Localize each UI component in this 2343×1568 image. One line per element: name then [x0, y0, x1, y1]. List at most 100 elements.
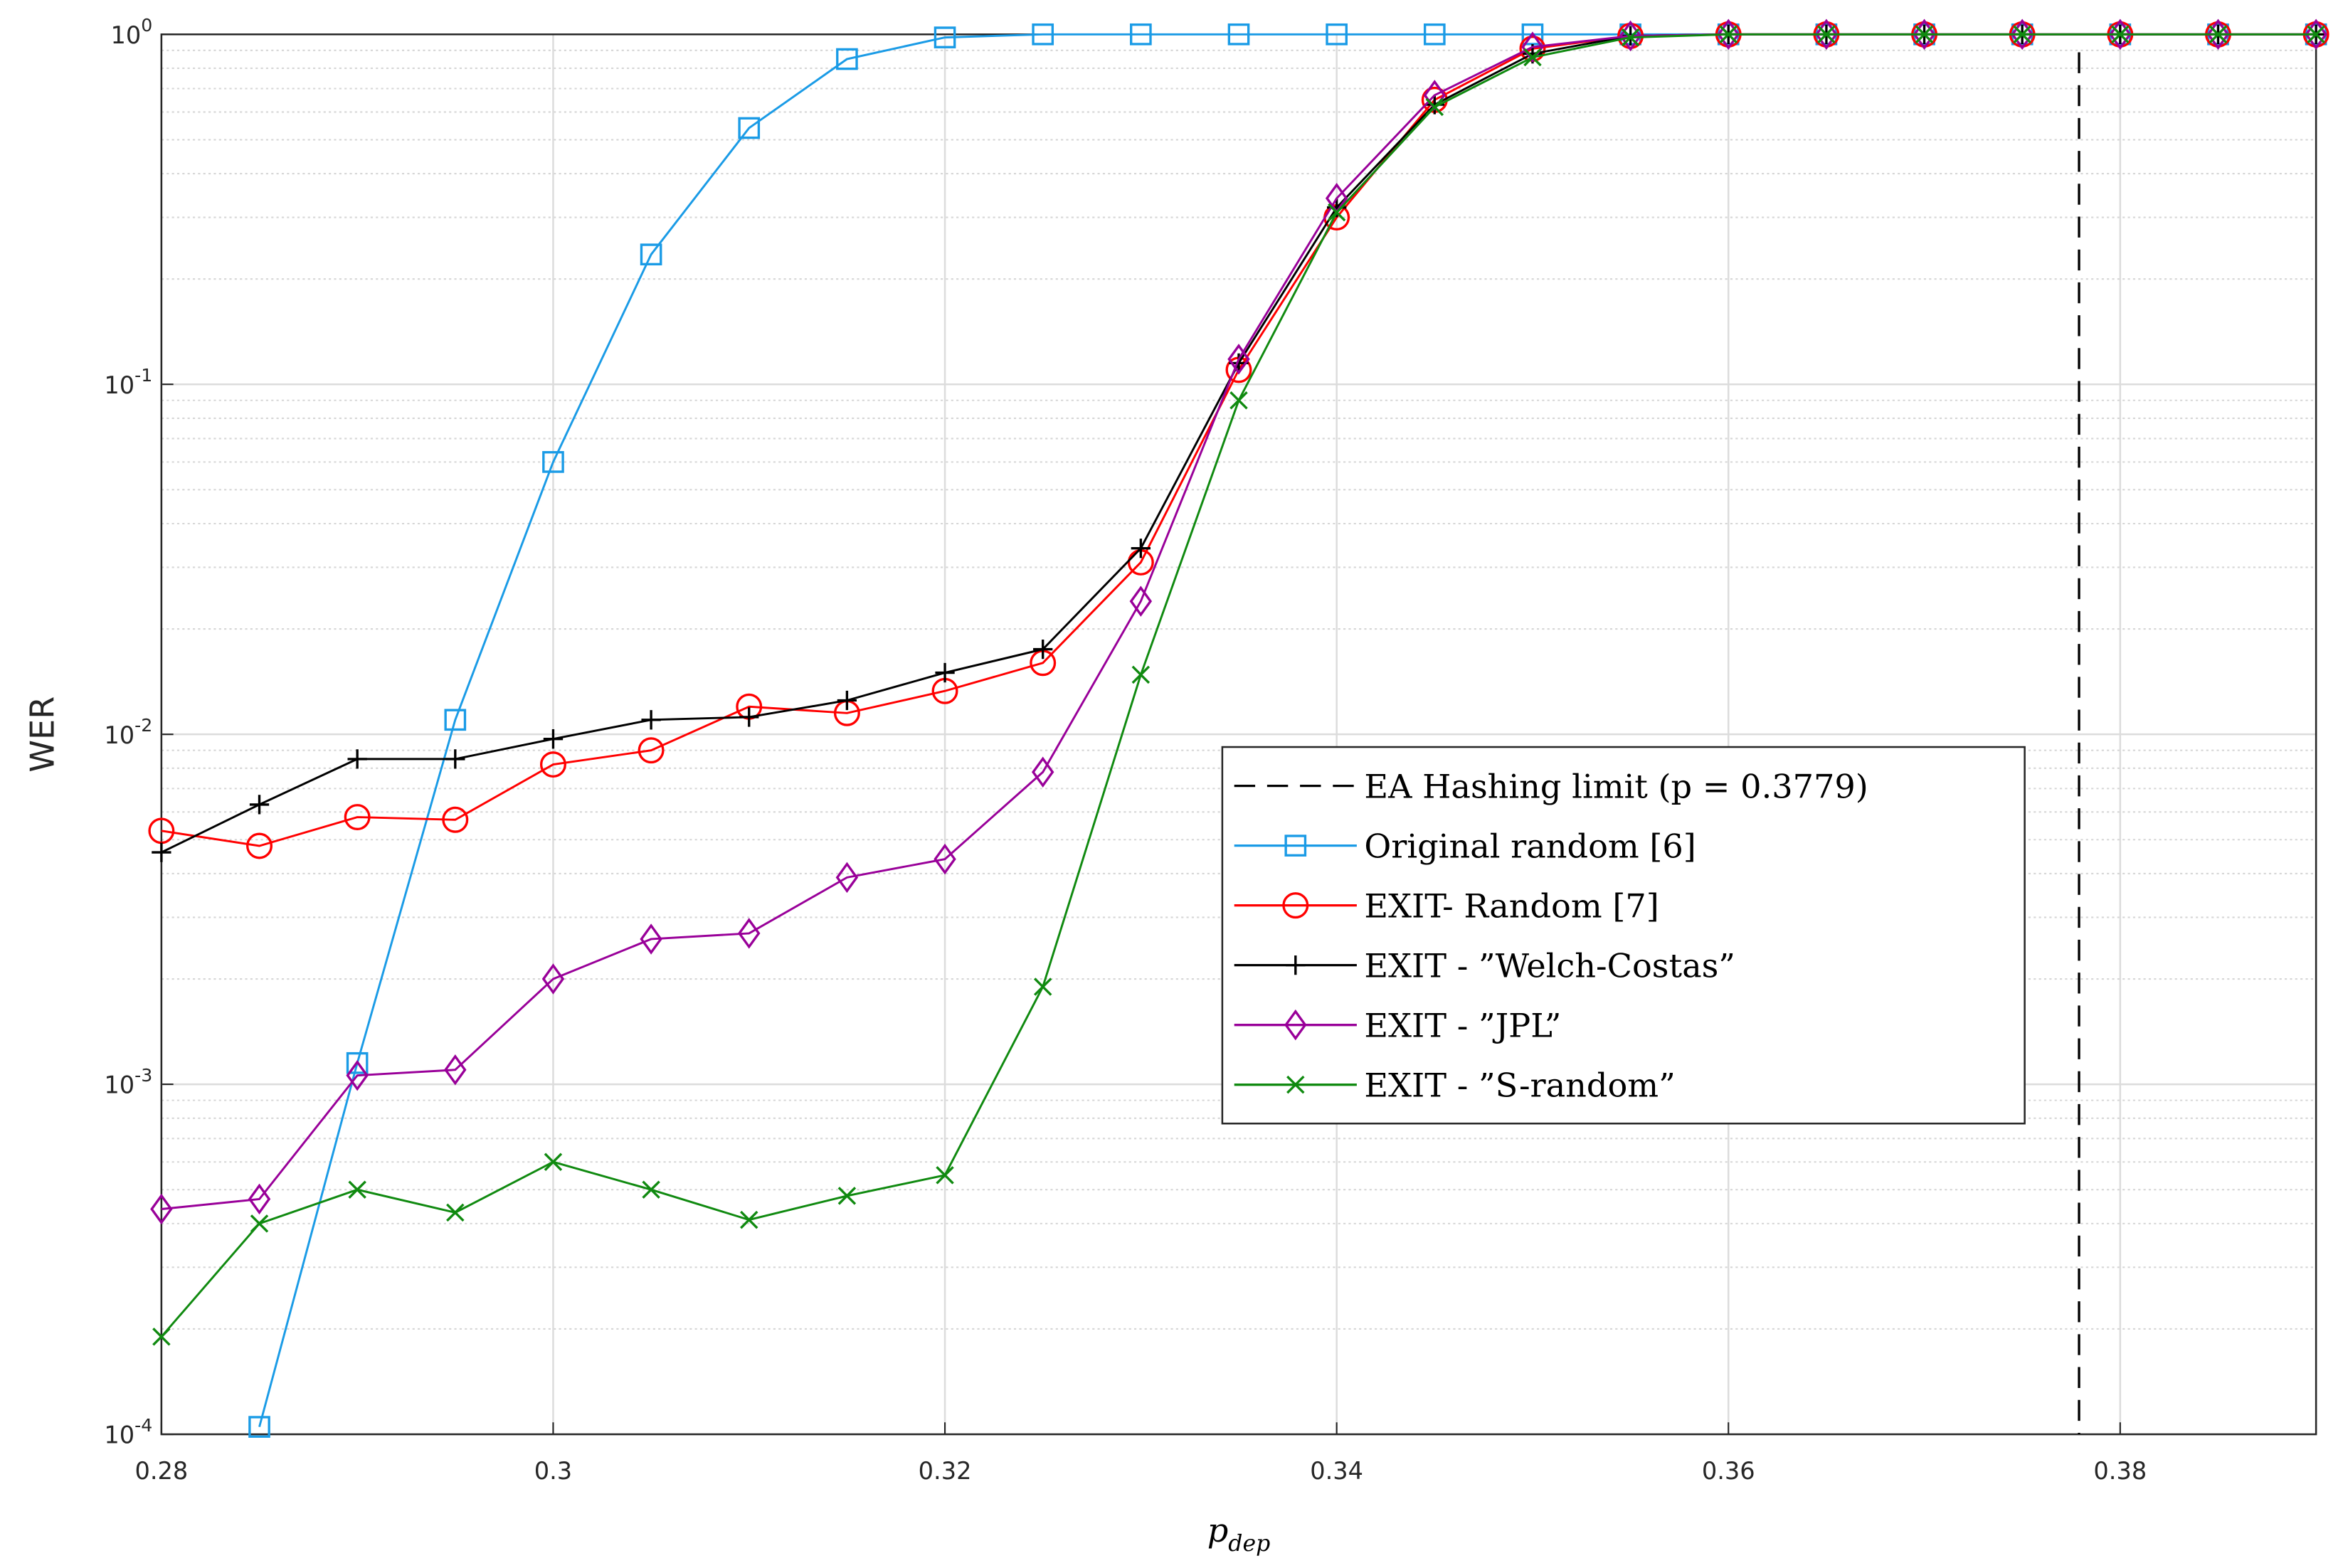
marker	[1523, 48, 1542, 67]
marker	[1033, 978, 1052, 996]
marker	[2013, 25, 2031, 44]
marker	[1286, 955, 1306, 975]
y-tick-exp: -2	[134, 715, 152, 736]
x-tick-label: 0.32	[919, 1457, 972, 1485]
marker	[2307, 25, 2325, 44]
legend-box	[1221, 746, 2026, 1125]
marker	[446, 1203, 465, 1222]
marker	[346, 1051, 369, 1074]
legend-label: EXIT - ”Welch-Costas”	[1364, 946, 1735, 985]
y-tick-label: 10-1	[104, 365, 152, 399]
marker	[250, 1214, 269, 1233]
marker	[2209, 25, 2228, 44]
marker	[442, 806, 469, 833]
marker	[936, 1166, 954, 1185]
x-tick-label: 0.28	[134, 1457, 188, 1485]
x-axis-label: pdep	[1207, 1511, 1271, 1557]
marker	[444, 709, 467, 731]
marker	[1282, 892, 1309, 919]
marker	[1130, 23, 1152, 46]
marker	[444, 1054, 467, 1086]
marker	[1131, 539, 1151, 558]
y-tick-label: 100	[110, 15, 152, 49]
marker	[1425, 97, 1444, 117]
marker	[1815, 18, 1838, 51]
marker	[248, 1183, 271, 1215]
y-tick-base: 10	[104, 721, 134, 749]
marker	[2206, 18, 2230, 51]
x-tick-label: 0.36	[1702, 1457, 1755, 1485]
marker	[344, 804, 371, 831]
y-tick-base: 10	[104, 371, 134, 399]
marker	[934, 26, 956, 48]
x-tick-label: 0.38	[2093, 1457, 2147, 1485]
marker	[1915, 25, 1934, 44]
x-tick-label: 0.34	[1310, 1457, 1363, 1485]
x-tick-label: 0.3	[534, 1457, 572, 1485]
y-tick-label: 10-4	[104, 1415, 152, 1449]
marker	[1719, 25, 1738, 44]
marker	[640, 243, 662, 266]
x-label-sub: dep	[1228, 1531, 1270, 1557]
marker	[738, 117, 761, 139]
marker	[837, 1187, 857, 1205]
marker	[347, 749, 367, 769]
marker	[740, 1210, 758, 1229]
marker	[739, 707, 759, 727]
marker	[2305, 18, 2327, 51]
marker	[542, 451, 564, 473]
legend-label: EXIT - ”JPL”	[1364, 1006, 1561, 1044]
y-tick-base: 10	[104, 1071, 134, 1099]
marker	[1423, 23, 1446, 46]
marker	[1913, 18, 1936, 51]
marker	[2109, 18, 2132, 51]
marker	[346, 1059, 369, 1091]
marker	[543, 729, 564, 749]
marker	[1817, 25, 1836, 44]
marker	[642, 1180, 660, 1199]
marker	[2111, 25, 2130, 44]
marker	[152, 1328, 171, 1346]
y-tick-label: 10-2	[104, 715, 152, 749]
legend-label: EA Hashing limit (p = 0.3779)	[1364, 767, 1868, 805]
y-tick-exp: -3	[134, 1065, 152, 1086]
marker	[1229, 391, 1248, 410]
marker	[445, 749, 465, 769]
marker	[1327, 203, 1346, 222]
y-tick-base: 10	[104, 1421, 134, 1449]
marker	[1227, 344, 1250, 375]
marker	[246, 832, 273, 859]
marker	[738, 918, 761, 949]
marker	[150, 1193, 173, 1225]
marker	[638, 737, 665, 764]
marker	[249, 795, 270, 815]
marker	[640, 923, 662, 955]
marker	[1284, 1009, 1307, 1041]
marker	[1033, 639, 1053, 659]
marker	[1129, 586, 1153, 617]
marker	[248, 1416, 270, 1438]
marker	[641, 710, 661, 730]
marker	[1032, 23, 1054, 46]
marker	[1227, 23, 1250, 46]
marker	[539, 751, 566, 778]
marker	[1286, 1075, 1305, 1094]
y-axis-label: WER	[23, 696, 62, 773]
y-tick-exp: 0	[141, 15, 152, 36]
marker	[2011, 18, 2033, 51]
legend-label: EXIT- Random [7]	[1364, 886, 1659, 925]
marker	[1521, 31, 1544, 63]
marker	[152, 842, 171, 862]
marker	[1284, 835, 1307, 857]
marker	[348, 1180, 366, 1199]
y-tick-exp: -4	[134, 1415, 152, 1436]
marker	[935, 662, 955, 683]
legend-label: EXIT - ”S-random”	[1364, 1066, 1675, 1104]
y-tick-base: 10	[110, 21, 141, 49]
y-tick-exp: -1	[134, 365, 152, 386]
marker	[934, 843, 956, 875]
marker	[835, 862, 859, 894]
x-label-main: p	[1207, 1511, 1229, 1550]
marker	[1131, 665, 1151, 684]
y-tick-label: 10-3	[104, 1065, 152, 1099]
